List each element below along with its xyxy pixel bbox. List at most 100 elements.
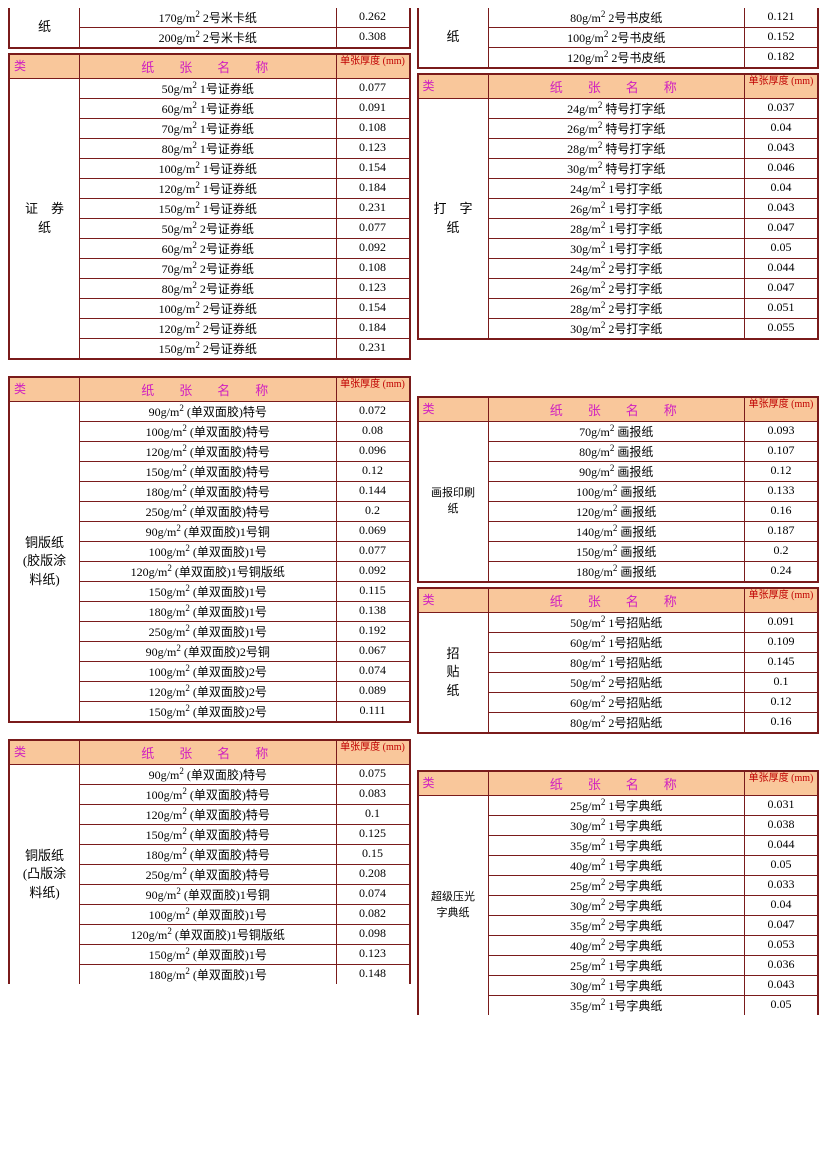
thickness-value: 0.047 xyxy=(745,279,817,298)
header-thickness: 单张厚度 (mm) xyxy=(745,589,817,612)
table-rows: 24g/m2 特号打字纸0.03726g/m2 特号打字纸0.0428g/m2 … xyxy=(489,99,818,338)
paper-name: 25g/m2 1号字典纸 xyxy=(489,796,746,815)
thickness-value: 0.092 xyxy=(337,562,409,581)
right-top-section: 纸 80g/m2 2号书皮纸0.121100g/m2 2号书皮纸0.152120… xyxy=(417,8,820,69)
thickness-value: 0.12 xyxy=(745,462,817,481)
paper-name: 200g/m2 2号米卡纸 xyxy=(80,28,337,47)
thickness-value: 0.044 xyxy=(745,836,817,855)
paper-name: 150g/m2 1号证券纸 xyxy=(80,199,337,218)
category-cell: 画报印刷纸 xyxy=(419,422,489,581)
paper-name: 35g/m2 1号字典纸 xyxy=(489,996,746,1015)
table-rows: 170g/m2 2号米卡纸0.262200g/m2 2号米卡纸0.308 xyxy=(80,8,409,47)
paper-name: 35g/m2 2号字典纸 xyxy=(489,916,746,935)
paper-name: 100g/m2 2号证券纸 xyxy=(80,299,337,318)
table-row: 100g/m2 (单双面胶)特号0.08 xyxy=(80,422,409,442)
category-label: 铜版纸(胶版涂料纸) xyxy=(23,534,66,589)
category-cell: 超级压光字典纸 xyxy=(419,796,489,1015)
table-row: 250g/m2 (单双面胶)特号0.2 xyxy=(80,502,409,522)
table-row: 50g/m2 2号证券纸0.077 xyxy=(80,219,409,239)
thickness-value: 0.184 xyxy=(337,319,409,338)
left-top-section: 纸 170g/m2 2号米卡纸0.262200g/m2 2号米卡纸0.308 xyxy=(8,8,411,49)
table-row: 250g/m2 (单双面胶)1号0.192 xyxy=(80,622,409,642)
right-section-2: 类 纸 张 名 称 单张厚度 (mm) 画报印刷纸 70g/m2 画报纸0.09… xyxy=(417,396,820,583)
thickness-value: 0.04 xyxy=(745,896,817,915)
table-row: 80g/m2 2号招贴纸0.16 xyxy=(489,713,818,732)
table-row: 180g/m2 (单双面胶)1号0.138 xyxy=(80,602,409,622)
thickness-value: 0.091 xyxy=(745,613,817,632)
table-row: 30g/m2 1号字典纸0.043 xyxy=(489,976,818,996)
paper-name: 120g/m2 (单双面胶)特号 xyxy=(80,442,337,461)
paper-name: 150g/m2 (单双面胶)1号 xyxy=(80,582,337,601)
left-section-2: 类 纸 张 名 称 单张厚度 (mm) 铜版纸(胶版涂料纸) 90g/m2 (单… xyxy=(8,376,411,723)
table-row: 50g/m2 1号招贴纸0.091 xyxy=(489,613,818,633)
table-row: 120g/m2 1号证券纸0.184 xyxy=(80,179,409,199)
thickness-value: 0.125 xyxy=(337,825,409,844)
paper-name: 120g/m2 1号证券纸 xyxy=(80,179,337,198)
table-rows: 70g/m2 画报纸0.09380g/m2 画报纸0.10790g/m2 画报纸… xyxy=(489,422,818,581)
paper-name: 26g/m2 2号打字纸 xyxy=(489,279,746,298)
thickness-value: 0.093 xyxy=(745,422,817,441)
table-row: 180g/m2 (单双面胶)特号0.15 xyxy=(80,845,409,865)
thickness-value: 0.12 xyxy=(745,693,817,712)
thickness-value: 0.05 xyxy=(745,996,817,1015)
thickness-value: 0.115 xyxy=(337,582,409,601)
paper-name: 100g/m2 (单双面胶)特号 xyxy=(80,422,337,441)
thickness-value: 0.04 xyxy=(745,179,817,198)
paper-name: 100g/m2 (单双面胶)1号 xyxy=(80,905,337,924)
category-cell: 纸 xyxy=(419,8,489,67)
category-label: 纸 xyxy=(446,28,459,46)
table-row: 170g/m2 2号米卡纸0.262 xyxy=(80,8,409,28)
thickness-value: 0.096 xyxy=(337,442,409,461)
thickness-value: 0.043 xyxy=(745,976,817,995)
table-rows: 80g/m2 2号书皮纸0.121100g/m2 2号书皮纸0.152120g/… xyxy=(489,8,818,67)
table-row: 180g/m2 (单双面胶)1号0.148 xyxy=(80,965,409,984)
category-cell: 铜版纸(胶版涂料纸) xyxy=(10,402,80,721)
thickness-value: 0.04 xyxy=(745,119,817,138)
thickness-value: 0.08 xyxy=(337,422,409,441)
category-label: 纸 xyxy=(38,18,51,36)
table-row: 150g/m2 (单双面胶)1号0.115 xyxy=(80,582,409,602)
thickness-value: 0.192 xyxy=(337,622,409,641)
thickness-value: 0.046 xyxy=(745,159,817,178)
category-label: 打 字纸 xyxy=(433,200,472,236)
thickness-value: 0.2 xyxy=(745,542,817,561)
table-row: 30g/m2 1号打字纸0.05 xyxy=(489,239,818,259)
right-section-1: 类 纸 张 名 称 单张厚度 (mm) 打 字纸 24g/m2 特号打字纸0.0… xyxy=(417,73,820,340)
thickness-value: 0.24 xyxy=(745,562,817,581)
table-row: 100g/m2 (单双面胶)1号0.082 xyxy=(80,905,409,925)
thickness-value: 0.208 xyxy=(337,865,409,884)
header-category: 类 xyxy=(10,378,80,401)
thickness-value: 0.083 xyxy=(337,785,409,804)
paper-name: 120g/m2 (单双面胶)1号铜版纸 xyxy=(80,925,337,944)
thickness-value: 0.154 xyxy=(337,299,409,318)
table-row: 60g/m2 1号招贴纸0.109 xyxy=(489,633,818,653)
paper-name: 80g/m2 1号证券纸 xyxy=(80,139,337,158)
header-thickness: 单张厚度 (mm) xyxy=(745,398,817,421)
thickness-value: 0.108 xyxy=(337,119,409,138)
header-name: 纸 张 名 称 xyxy=(489,398,746,421)
table-rows: 90g/m2 (单双面胶)特号0.072100g/m2 (单双面胶)特号0.08… xyxy=(80,402,409,721)
thickness-value: 0.2 xyxy=(337,502,409,521)
paper-name: 28g/m2 特号打字纸 xyxy=(489,139,746,158)
thickness-value: 0.1 xyxy=(337,805,409,824)
paper-name: 90g/m2 (单双面胶)1号铜 xyxy=(80,885,337,904)
table-rows: 50g/m2 1号招贴纸0.09160g/m2 1号招贴纸0.109 80g/m2… xyxy=(489,613,818,732)
thickness-value: 0.262 xyxy=(337,8,409,27)
thickness-value: 0.231 xyxy=(337,339,409,358)
paper-name: 28g/m2 1号打字纸 xyxy=(489,219,746,238)
thickness-value: 0.047 xyxy=(745,916,817,935)
thickness-value: 0.138 xyxy=(337,602,409,621)
table-row: 24g/m2 特号打字纸0.037 xyxy=(489,99,818,119)
paper-name: 100g/m2 (单双面胶)特号 xyxy=(80,785,337,804)
table-row: 25g/m2 1号字典纸0.031 xyxy=(489,796,818,816)
left-section-3: 类 纸 张 名 称 单张厚度 (mm) 铜版纸(凸版涂料纸) 90g/m2 (单… xyxy=(8,739,411,984)
section-header: 类 纸 张 名 称 单张厚度 (mm) xyxy=(419,75,818,99)
table-row: 50g/m2 1号证券纸0.077 xyxy=(80,79,409,99)
thickness-value: 0.16 xyxy=(745,713,817,732)
table-row: 50g/m2 2号招贴纸0.1 xyxy=(489,673,818,693)
thickness-value: 0.05 xyxy=(745,856,817,875)
section-header: 类 纸 张 名 称 单张厚度 (mm) xyxy=(10,55,409,79)
section-header: 类 纸 张 名 称 单张厚度 (mm) xyxy=(419,398,818,422)
table-row: 200g/m2 2号米卡纸0.308 xyxy=(80,28,409,47)
thickness-value: 0.109 xyxy=(745,633,817,652)
